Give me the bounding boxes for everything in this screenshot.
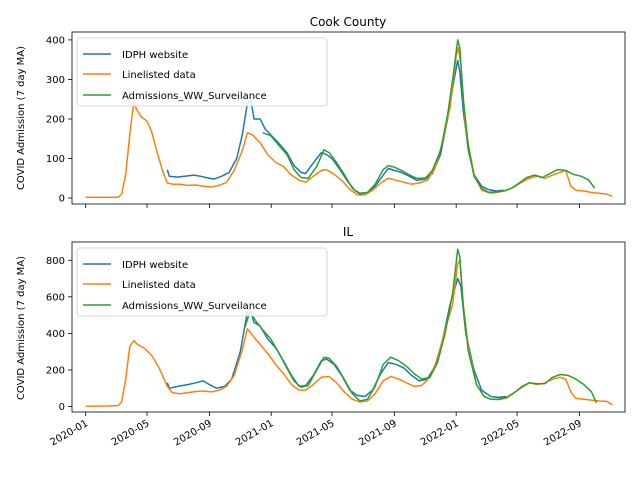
y-tick-label: 0 <box>59 194 65 205</box>
y-ticks: 0 200 400 600 800 <box>46 256 72 413</box>
legend-frame <box>76 247 328 317</box>
x-ticks <box>85 204 580 208</box>
legend-label: Linelisted data <box>122 280 196 291</box>
y-tick-label: 400 <box>46 329 65 340</box>
legend: IDPH website Linelisted data Admissions_… <box>76 37 328 107</box>
panel-cook-county: Cook County 0 100 200 300 400 COVID Admissio… <box>16 15 626 208</box>
y-tick-label: 200 <box>46 114 65 125</box>
legend-label: Admissions_WW_Surveilance <box>122 301 267 312</box>
series-lines <box>85 39 613 199</box>
legend-label: IDPH website <box>122 50 188 61</box>
legend: IDPH website Linelisted data Admissions_… <box>76 247 328 317</box>
series-line <box>262 39 596 195</box>
panel-title: IL <box>343 225 354 239</box>
y-ticks: 0 100 200 300 400 <box>46 35 72 205</box>
y-tick-label: 100 <box>46 154 65 165</box>
series-lines <box>85 248 613 407</box>
legend-label: Linelisted data <box>122 70 196 81</box>
y-tick-label: 600 <box>46 292 65 303</box>
plot-frame <box>71 241 626 413</box>
panel-title: Cook County <box>310 15 387 29</box>
series-line <box>85 47 613 199</box>
legend-frame <box>76 37 328 107</box>
y-tick-label: 300 <box>46 75 65 86</box>
y-tick-label: 200 <box>46 365 65 376</box>
series-line <box>244 248 598 404</box>
legend-label: Admissions_WW_Surveilance <box>122 91 267 102</box>
y-axis-label: COVID Admission (7 day MA) <box>16 46 27 190</box>
legend-label: IDPH website <box>122 260 188 271</box>
y-tick-label: 0 <box>59 402 65 413</box>
y-axis-label: COVID Admission (7 day MA) <box>16 256 27 400</box>
y-tick-label: 400 <box>46 35 65 46</box>
plot-frame <box>71 31 626 205</box>
y-tick-label: 800 <box>46 256 65 267</box>
